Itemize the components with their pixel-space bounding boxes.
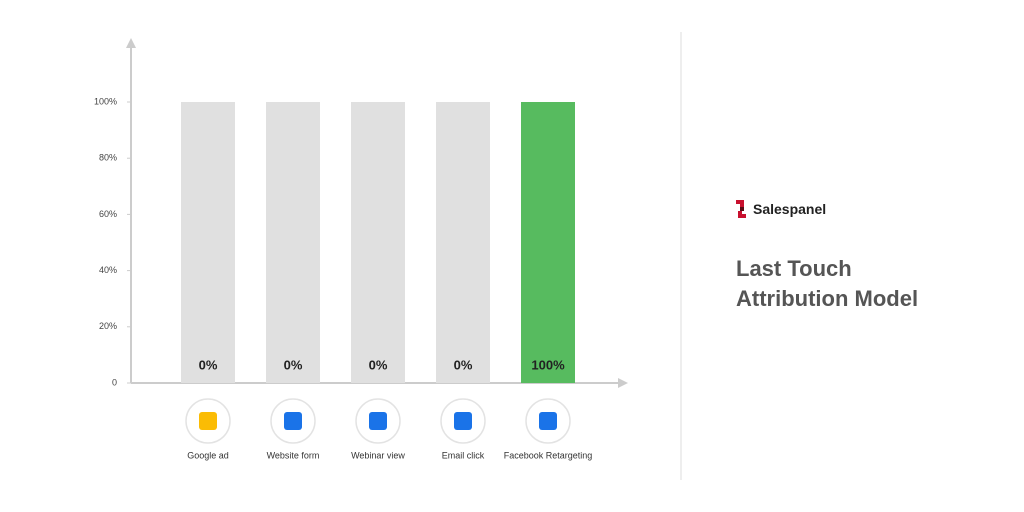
bar-track xyxy=(351,102,405,383)
y-tick-label: 100% xyxy=(94,96,117,106)
brand-name: Salespanel xyxy=(753,201,827,217)
x-axis-arrow xyxy=(618,378,628,388)
y-tick-label: 40% xyxy=(99,265,117,275)
y-tick-label: 60% xyxy=(99,209,117,219)
value-label: 0% xyxy=(369,357,388,372)
category-icon xyxy=(369,412,387,430)
value-label: 0% xyxy=(284,357,303,372)
y-tick-label: 0 xyxy=(112,377,117,387)
category-icon xyxy=(539,412,557,430)
bar xyxy=(521,102,575,383)
value-label: 0% xyxy=(454,357,473,372)
chart-title: Last Touch Attribution Model xyxy=(736,256,919,311)
value-label: 100% xyxy=(531,357,565,372)
bar-track xyxy=(181,102,235,383)
category-icon xyxy=(199,412,217,430)
category-icon xyxy=(284,412,302,430)
bar-track xyxy=(436,102,490,383)
brand: Salespanel xyxy=(734,198,826,220)
x-tick-label: Webinar view xyxy=(351,450,405,460)
x-tick-label: Facebook Retargeting xyxy=(504,450,593,460)
bar-track xyxy=(266,102,320,383)
x-tick-label: Website form xyxy=(267,450,320,460)
brand-logo xyxy=(736,200,746,218)
x-tick-label: Google ad xyxy=(187,450,229,460)
category-icon xyxy=(454,412,472,430)
x-tick-label: Email click xyxy=(442,450,485,460)
y-tick-label: 80% xyxy=(99,153,117,163)
value-label: 0% xyxy=(199,357,218,372)
y-axis-arrow xyxy=(126,38,136,48)
y-tick-label: 20% xyxy=(99,321,117,331)
